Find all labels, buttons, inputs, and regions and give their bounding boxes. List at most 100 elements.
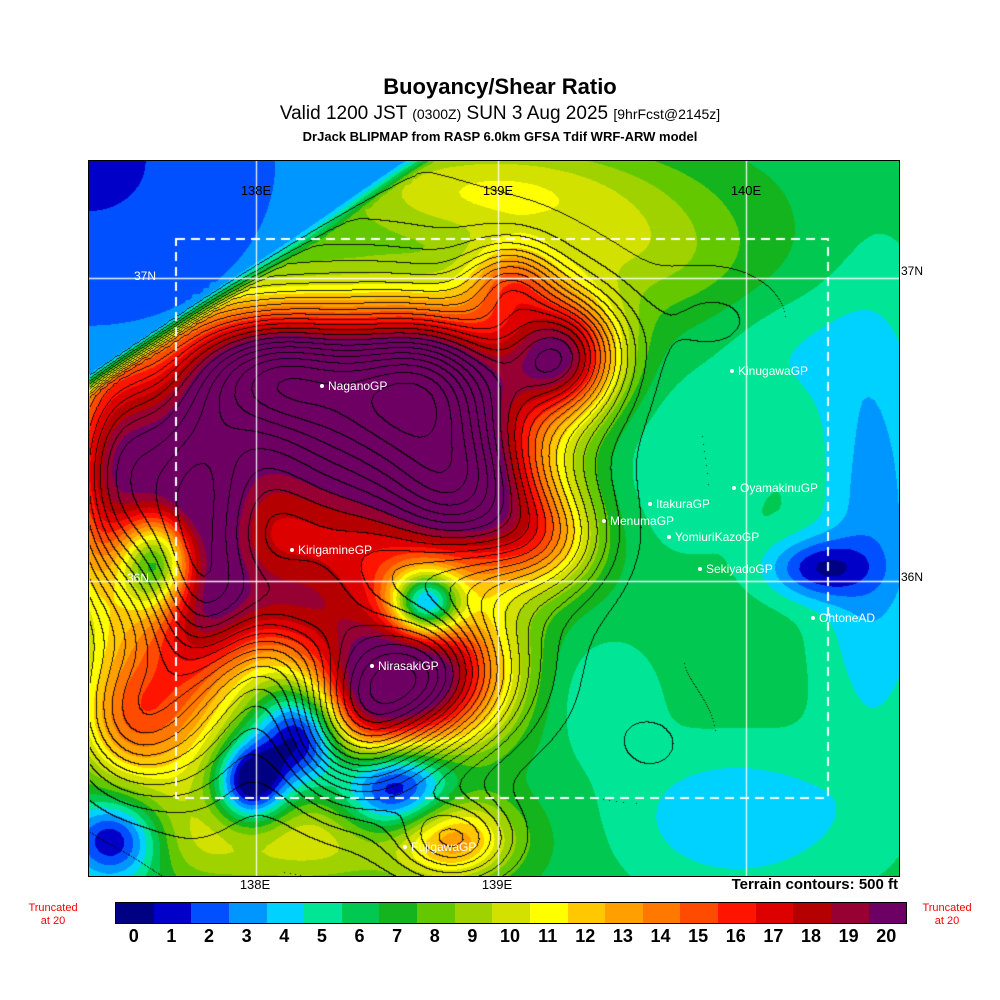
lon-label-top-139e: 139E: [482, 183, 514, 198]
site-label: FujigawaGP: [411, 840, 477, 854]
colorbar-tick-5: 5: [316, 926, 327, 946]
valid-time-line: Valid 1200 JST (0300Z) SUN 3 Aug 2025 [9…: [0, 103, 1000, 125]
page-title: Buoyancy/Shear Ratio: [383, 74, 617, 99]
valid-date: SUN 3 Aug 2025: [466, 103, 609, 124]
colorbar-cell-9: [454, 903, 493, 923]
site-label: OyamakinuGP: [740, 481, 819, 495]
site-marker-kinugawagp: KinugawaGP: [730, 364, 808, 378]
colorbar-cell-0: [116, 903, 154, 923]
colorbar-tick-19: 19: [838, 926, 859, 946]
site-label: KinugawaGP: [738, 364, 809, 378]
lon-label-bottom-139e: 139E: [481, 877, 513, 892]
lat-label-right-37n: 37N: [901, 264, 924, 278]
truncated-note-left: Truncated at 20: [8, 902, 98, 928]
site-label: SekiyadoGP: [706, 562, 773, 576]
site-dot: [403, 845, 407, 849]
colorbar-tick-9: 9: [467, 926, 478, 946]
colorbar-cell-15: [680, 903, 718, 923]
site-label: NirasakiGP: [378, 659, 439, 673]
colorbar-tick-15: 15: [688, 926, 709, 946]
colorbar-cell-10: [492, 903, 530, 923]
colorbar-tick-12: 12: [575, 926, 596, 946]
colorbar-tick-20: 20: [876, 926, 897, 946]
lat-label-left-37n: 37N: [134, 269, 157, 283]
colorbar-tick-16: 16: [725, 926, 746, 946]
site-dot: [667, 535, 671, 539]
map-overlay: NaganoGP KinugawaGP OyamakinuGP ItakuraGP Me…: [89, 161, 899, 876]
colorbar-tick-13: 13: [612, 926, 633, 946]
site-marker-ohtonead: OhtoneAD: [811, 611, 875, 625]
site-marker-nirasakigp: NirasakiGP: [370, 659, 439, 673]
colorbar-tick-3: 3: [241, 926, 252, 946]
colorbar-tick-2: 2: [204, 926, 215, 946]
colorbar-cell-20: [868, 903, 907, 923]
colorbar-cell-3: [228, 903, 267, 923]
colorbar-cell-2: [191, 903, 229, 923]
site-label: ItakuraGP: [656, 497, 711, 511]
colorbar-cell-19: [830, 903, 869, 923]
lon-label-top-140e: 140E: [730, 183, 762, 198]
lon-label-bottom-138e: 138E: [239, 877, 271, 892]
colorbar-tick-6: 6: [354, 926, 365, 946]
site-dot: [732, 486, 736, 490]
colorbar-tick-10: 10: [500, 926, 521, 946]
site-label: YomiuriKazoGP: [675, 530, 760, 544]
site-marker-yomiurikazogp: YomiuriKazoGP: [667, 530, 759, 544]
site-dot: [370, 664, 374, 668]
site-dot: [698, 567, 702, 571]
lon-label-top-138e: 138E: [240, 183, 272, 198]
colorbar-cell-14: [642, 903, 681, 923]
site-marker-oyamakinugp: OyamakinuGP: [732, 481, 818, 495]
colorbar-cell-4: [266, 903, 305, 923]
colorbar-cell-12: [567, 903, 606, 923]
truncated-line: Truncated: [922, 902, 972, 914]
lat-label-left-36n: 36N: [127, 571, 150, 585]
colorbar: [115, 902, 907, 924]
colorbar-cell-16: [718, 903, 756, 923]
site-marker-sekiyadogp: SekiyadoGP: [698, 562, 773, 576]
colorbar-tick-18: 18: [801, 926, 822, 946]
site-marker-fujigawagp: FujigawaGP: [403, 840, 476, 854]
colorbar-tick-14: 14: [650, 926, 671, 946]
site-dot: [811, 616, 815, 620]
truncated-line: at 20: [40, 915, 66, 928]
colorbar-cell-7: [379, 903, 417, 923]
lat-label-right-36n: 36N: [901, 570, 924, 584]
colorbar-tick-0: 0: [128, 926, 139, 946]
forecast-field-canvas: [89, 161, 899, 876]
model-line: DrJack BLIPMAP from RASP 6.0km GFSA Tdif…: [302, 129, 698, 144]
colorbar-cell-5: [304, 903, 342, 923]
terrain-contours-note: Terrain contours: 500 ft: [731, 876, 898, 893]
site-dot: [602, 519, 606, 523]
colorbar-cell-6: [341, 903, 380, 923]
site-label: OhtoneAD: [819, 611, 876, 625]
colorbar-tick-7: 7: [392, 926, 403, 946]
colorbar-cell-8: [417, 903, 455, 923]
site-label: NaganoGP: [328, 379, 388, 393]
colorbar-tick-17: 17: [763, 926, 784, 946]
header: Buoyancy/Shear Ratio Valid 1200 JST (030…: [0, 74, 1000, 144]
site-marker-naganogp: NaganoGP: [320, 379, 387, 393]
colorbar-tick-1: 1: [166, 926, 177, 946]
site-dot: [730, 369, 734, 373]
site-dot: [648, 502, 652, 506]
colorbar-tick-labels: 0 1 2 3 4 5 6 7 8 9 10 11 12 13 14 15 16 17 18 19 20: [115, 926, 905, 947]
site-marker-kirigaminegp: KirigamineGP: [290, 543, 372, 557]
site-marker-itakuragp: ItakuraGP: [648, 497, 710, 511]
site-label: KirigamineGP: [298, 543, 373, 557]
map-panel[interactable]: NaganoGP KinugawaGP OyamakinuGP ItakuraGP Me…: [88, 160, 900, 877]
site-label: MenumaGP: [610, 514, 675, 528]
site-dot: [320, 384, 324, 388]
colorbar-cell-17: [755, 903, 794, 923]
truncated-line: at 20: [934, 915, 960, 928]
site-dot: [290, 548, 294, 552]
forecast-tag: [9hrFcst@2145z]: [613, 106, 721, 122]
colorbar-tick-8: 8: [429, 926, 440, 946]
truncated-note-right: Truncated at 20: [902, 902, 992, 928]
colorbar-tick-11: 11: [538, 926, 558, 946]
colorbar-cell-11: [529, 903, 568, 923]
valid-prefix: Valid 1200 JST: [279, 103, 407, 124]
colorbar-cell-13: [605, 903, 643, 923]
colorbar-cell-1: [153, 903, 192, 923]
truncated-line: Truncated: [28, 902, 78, 914]
